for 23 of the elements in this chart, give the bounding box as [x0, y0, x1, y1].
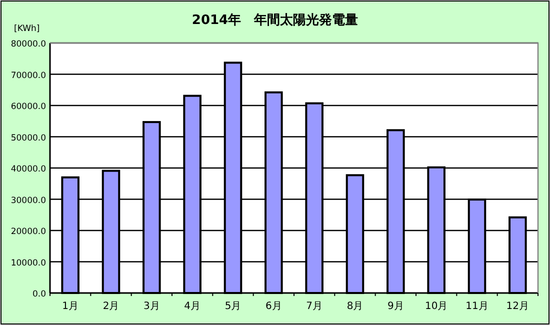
- x-tick-label: 3月: [143, 301, 160, 312]
- x-tick-label: 8月: [346, 301, 364, 312]
- x-tick-label: 6月: [265, 301, 282, 312]
- x-tick-label: 9月: [387, 301, 404, 312]
- x-tick-label: 10月: [424, 301, 448, 312]
- y-tick-label: 40000.0: [10, 164, 46, 174]
- x-tick-label: 12月: [506, 301, 530, 312]
- y-tick-label: 0.0: [32, 290, 46, 300]
- x-tick-label: 7月: [306, 301, 323, 312]
- y-tick-label: 50000.0: [10, 133, 46, 144]
- y-tick-label: 10000.0: [10, 258, 46, 268]
- y-tick-label: 80000.0: [10, 40, 46, 50]
- x-tick-label: 5月: [224, 301, 242, 312]
- y-axis-title: [KWh]: [14, 24, 40, 34]
- y-tick-label: 70000.0: [10, 70, 46, 81]
- y-tick-label: 20000.0: [10, 227, 46, 237]
- x-tick-label: 11月: [466, 301, 488, 312]
- x-tick-label: 1月: [62, 301, 79, 312]
- x-tick-label: 2月: [102, 301, 120, 312]
- chart-title: 2014年 年間太陽光発電量: [192, 13, 358, 28]
- y-tick-label: 30000.0: [10, 196, 46, 206]
- y-tick-label: 60000.0: [10, 102, 46, 112]
- x-tick-label: 4月: [184, 301, 201, 312]
